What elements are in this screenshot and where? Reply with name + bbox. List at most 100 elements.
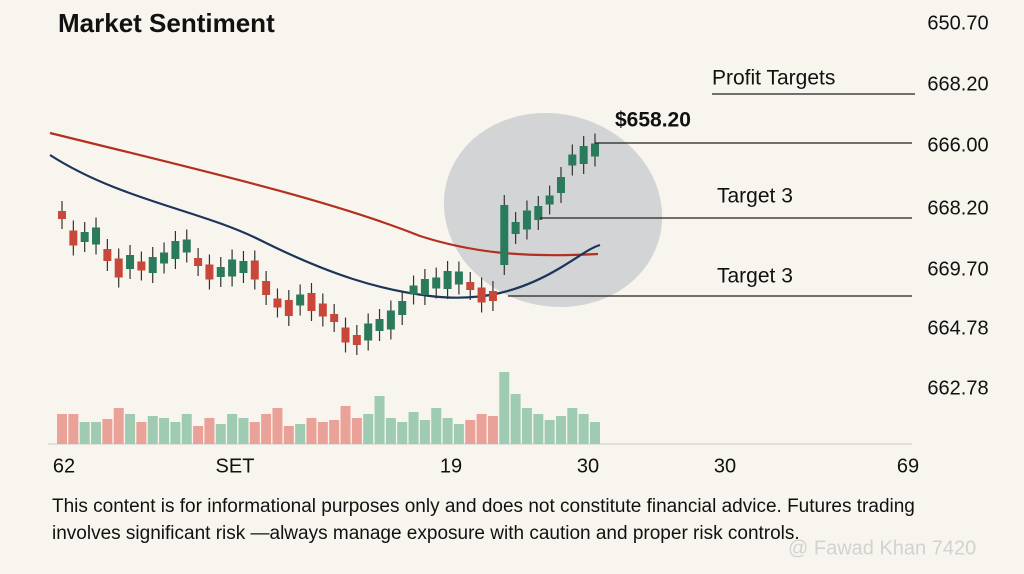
candle-body <box>250 260 259 280</box>
volume-bar <box>521 408 532 444</box>
volume-bar <box>590 422 600 444</box>
candle-body <box>296 294 305 306</box>
candle-body <box>160 252 169 264</box>
candle-body <box>500 205 509 265</box>
candle-body <box>477 287 486 303</box>
candle-body <box>80 232 89 242</box>
volume-bar <box>261 414 272 444</box>
volume-bar <box>91 422 102 444</box>
volume-bar <box>215 424 226 444</box>
volume-bar <box>283 426 294 444</box>
volume-bar <box>102 419 113 444</box>
y-tick-label: 666.00 <box>927 134 988 156</box>
volume-bar <box>408 412 419 444</box>
candle-body <box>454 271 463 285</box>
volume <box>57 372 600 444</box>
candle-body <box>318 303 327 317</box>
annotation: Profit Targets <box>712 67 835 90</box>
candle-body <box>488 291 497 301</box>
candle-body <box>148 257 157 273</box>
candle-body <box>216 267 225 277</box>
x-tick-label: SET <box>216 455 255 477</box>
moving-average-red <box>49 131 599 257</box>
candle-body <box>511 222 520 234</box>
volume-bar <box>249 422 260 444</box>
volume-bar <box>465 420 476 444</box>
candle-body <box>69 230 78 246</box>
candle-body <box>341 327 350 343</box>
volume-bar <box>68 414 79 444</box>
highlight-blob <box>443 112 663 308</box>
candle-body <box>330 314 339 322</box>
volume-bar <box>317 422 328 444</box>
disclaimer: This content is for informational purpos… <box>52 496 915 517</box>
volume-bar <box>351 418 362 444</box>
y-tick-label: 668.20 <box>927 197 988 219</box>
candle-body <box>409 285 418 295</box>
volume-bar <box>487 416 498 444</box>
candles <box>58 133 599 355</box>
volume-bar <box>363 414 374 444</box>
volume-bar <box>79 422 90 444</box>
y-tick-label: 669.70 <box>927 258 988 280</box>
volume-bar <box>544 420 555 444</box>
candle-body <box>568 154 577 166</box>
candle-body <box>375 319 384 331</box>
candle-body <box>432 277 441 289</box>
candle-body <box>239 261 248 273</box>
volume-bar <box>181 414 192 444</box>
volume-bar <box>125 414 136 444</box>
candle-body <box>273 298 282 308</box>
candle-body <box>171 241 180 259</box>
candle-body <box>364 323 373 341</box>
x-tick-label: 19 <box>440 455 462 477</box>
volume-bar <box>306 418 317 444</box>
candle-body <box>205 264 214 280</box>
y-tick-label: 662.78 <box>927 377 988 399</box>
volume-bar <box>57 414 67 444</box>
candle-body <box>103 249 112 261</box>
candle-body <box>284 300 293 316</box>
candle-body <box>556 177 565 193</box>
volume-bar <box>567 408 578 444</box>
volume-bar <box>442 418 453 444</box>
volume-bar <box>385 418 396 444</box>
candle-body <box>579 146 588 164</box>
candle-body <box>307 293 316 311</box>
volume-bar <box>272 408 283 444</box>
volume-bar <box>476 414 487 444</box>
x-tick-label: 30 <box>714 455 736 477</box>
volume-bar <box>170 422 181 444</box>
volume-bar <box>238 418 249 444</box>
volume-bar <box>453 424 464 444</box>
annotation: Target 3 <box>717 185 793 208</box>
volume-bar <box>578 414 589 444</box>
volume-bar <box>397 422 408 444</box>
volume-bar <box>340 406 351 444</box>
volume-bar <box>431 408 442 444</box>
candle-body <box>194 258 203 266</box>
watermark: @ Fawad Khan 7420 <box>788 537 976 559</box>
volume-bar <box>136 422 147 444</box>
x-tick-label: 30 <box>577 455 599 477</box>
candle-body <box>420 279 429 295</box>
y-tick-label: 650.70 <box>927 12 988 34</box>
volume-bar <box>419 420 430 444</box>
volume-bar <box>329 420 340 444</box>
volume-bar <box>555 416 566 444</box>
candle-body <box>522 210 531 230</box>
y-axis: 650.70 668.20 666.00 668.20 669.70 664.78 662.… <box>927 12 988 399</box>
candle-body <box>352 335 361 345</box>
volume-bar <box>204 418 215 444</box>
candle-body <box>137 261 146 271</box>
volume-bar <box>533 414 544 444</box>
annotation: Target 3 <box>717 265 793 288</box>
annotation: $658.20 <box>615 109 691 132</box>
candle-body <box>386 310 395 330</box>
candle-body <box>545 195 554 205</box>
title: Market Sentiment <box>58 8 275 38</box>
x-tick-label: 69 <box>897 455 919 477</box>
volume-bar <box>374 396 385 444</box>
candle-body <box>114 258 123 278</box>
